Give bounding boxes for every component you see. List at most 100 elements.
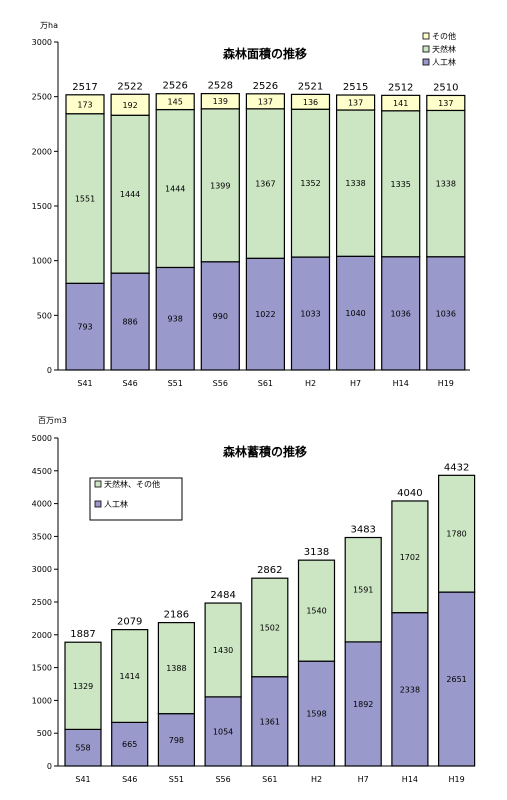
bar-total-label: 2522 (117, 81, 142, 92)
legend-swatch (422, 32, 430, 40)
x-tick-label: H2 (305, 379, 316, 388)
legend-entry-label: 人工林 (104, 499, 128, 509)
y-tick-label: 4000 (32, 500, 52, 509)
legend-swatch (422, 58, 430, 66)
bar-segment-value-label: 1329 (73, 682, 93, 691)
x-tick-label: H7 (358, 775, 369, 784)
x-tick-label: H2 (311, 775, 322, 784)
y-tick-label: 3000 (32, 565, 52, 574)
bar-total-label: 2079 (117, 617, 142, 628)
x-tick-label: S41 (75, 775, 90, 784)
bar-segment (64, 641, 102, 730)
forest-area-chart: 万ha 0 500 1000 1500 2000 2500 3000 森林面積の推移 793 155… (32, 21, 470, 388)
bar-segment (438, 591, 476, 767)
bar-total-label: 2512 (388, 82, 413, 93)
x-tick-label: S61 (258, 379, 273, 388)
bar-segment-value-label: 990 (213, 312, 228, 321)
bar-segment-value-label: 1444 (165, 185, 185, 194)
bar-total-label: 2521 (298, 81, 323, 92)
x-tick-label: S51 (168, 379, 183, 388)
bar-segment-value-label: 1414 (120, 672, 140, 681)
bar-total-label: 2515 (343, 82, 368, 93)
legend-entry-label: その他 (432, 31, 456, 41)
bar-segment-value-label: 1444 (120, 190, 140, 199)
y-tick-label: 0 (47, 762, 52, 771)
chart-title: 森林面積の推移 (223, 46, 307, 61)
bar-segment-value-label: 1054 (213, 727, 233, 736)
bar-segment-value-label: 1892 (353, 700, 373, 709)
bar-segment (290, 108, 331, 258)
bar-segment (155, 93, 195, 111)
bar-total-label: 1887 (70, 629, 95, 640)
bar-total-label: 2517 (72, 82, 97, 93)
bar-segment-value-label: 1036 (436, 309, 456, 318)
bar-segment (336, 94, 376, 111)
y-tick-label: 2000 (32, 631, 52, 640)
bar-segment (155, 108, 195, 269)
y-tick-label: 1000 (32, 696, 52, 705)
y-tick-label: 1000 (32, 257, 52, 266)
bar-segment-value-label: 1598 (306, 710, 326, 719)
bar-segment-value-label: 1352 (300, 179, 320, 188)
bar-total-label: 3138 (304, 547, 329, 558)
bar-segment (65, 94, 105, 115)
bar-segment-value-label: 793 (77, 323, 92, 332)
y-tick-label: 2000 (32, 147, 52, 156)
bar-segment (157, 621, 195, 715)
y-tick-label: 3000 (32, 38, 52, 47)
y-tick-label: 2500 (32, 598, 52, 607)
y-tick-label: 500 (37, 311, 52, 320)
bar-segment (426, 256, 466, 371)
bar-segment-value-label: 2651 (446, 675, 466, 684)
bar-segment-value-label: 139 (213, 97, 228, 106)
x-tick-label: S61 (262, 775, 277, 784)
bar-segment-value-label: 1338 (436, 180, 456, 189)
bar-segment (251, 676, 289, 767)
bar-segment (336, 255, 376, 371)
bar-segment-value-label: 173 (77, 100, 92, 109)
bar-segment (111, 721, 149, 767)
y-tick-label: 5000 (32, 434, 52, 443)
bar-segment-value-label: 558 (75, 744, 90, 753)
bar-segment (111, 629, 149, 723)
legend-swatch (94, 480, 102, 488)
y-tick-label: 1500 (32, 664, 52, 673)
bar-segment-value-label: 1388 (166, 664, 186, 673)
x-tick-label: S41 (77, 379, 92, 388)
bar-segment (245, 257, 285, 371)
bar-segment-value-label: 192 (122, 101, 137, 110)
bar-segment-value-label: 798 (169, 736, 184, 745)
bar-segment-value-label: 137 (438, 99, 453, 108)
bar-total-label: 2526 (162, 81, 187, 92)
bar-total-label: 4040 (397, 488, 422, 499)
bar-segment-value-label: 1040 (345, 309, 365, 318)
bar-segment-value-label: 1502 (260, 623, 280, 632)
bar-segment (157, 713, 195, 767)
y-tick-label: 0 (47, 366, 52, 375)
y-axis-unit-label: 万ha (40, 21, 58, 30)
bar-segment-value-label: 1702 (400, 553, 420, 562)
bar-segment (391, 612, 429, 767)
x-tick-label: H14 (402, 775, 418, 784)
y-tick-label: 500 (37, 729, 52, 738)
bar-total-label: 4432 (444, 462, 469, 473)
bar-total-label: 3483 (350, 525, 375, 536)
bar-segment (204, 602, 242, 698)
x-tick-label: H14 (393, 379, 409, 388)
y-tick-label: 4500 (32, 467, 52, 476)
bar-segment-value-label: 886 (122, 318, 137, 327)
bar-total-label: 2510 (433, 82, 458, 93)
legend-entry-label: 天然林 (432, 44, 456, 54)
bar-segment-value-label: 145 (168, 98, 183, 107)
bar-segment (297, 559, 336, 662)
bar-segment (204, 696, 242, 767)
bar-segment (381, 256, 421, 371)
bar-segment (64, 728, 102, 767)
bar-segment-value-label: 1335 (391, 180, 411, 189)
bar-segment (200, 261, 240, 371)
bar-segment-value-label: 1338 (345, 179, 365, 188)
bar-segment (381, 94, 421, 112)
x-tick-label: H7 (350, 379, 361, 388)
bar-segment (336, 109, 376, 257)
legend-swatch (422, 45, 430, 53)
